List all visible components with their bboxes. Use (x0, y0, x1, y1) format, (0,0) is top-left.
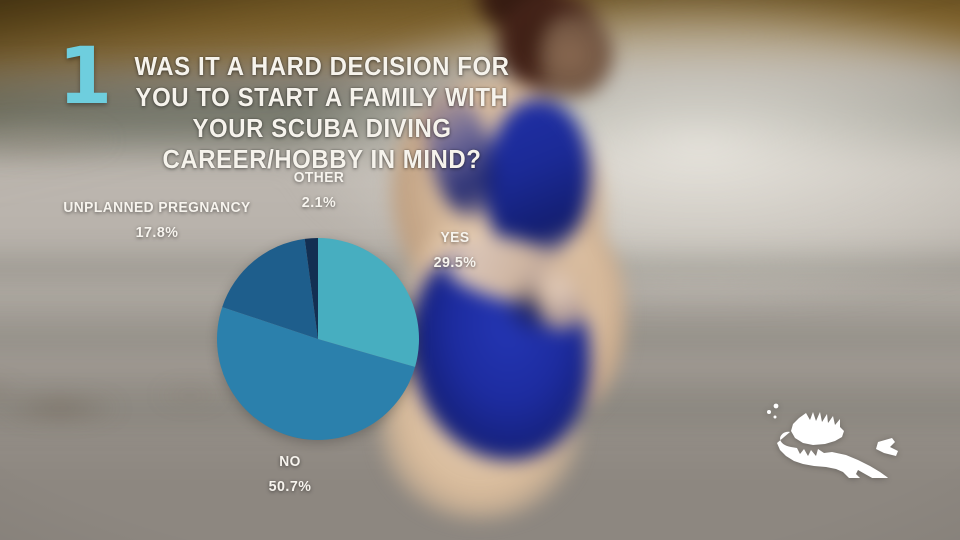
scuba-diver-silhouette (767, 403, 898, 478)
pie-slice-no (216, 307, 416, 441)
pie-slice-other (304, 238, 318, 339)
woman-face (540, 12, 614, 98)
pie-chart (216, 238, 419, 441)
pie-chart-shadow (217, 238, 419, 440)
scuba-diver-icon (760, 398, 900, 478)
question-number: 1 (58, 32, 112, 122)
pie-slice-name-yes: YES (440, 230, 470, 246)
pie-slice-label-unplanned-pregnancy: UNPLANNED PREGNANCY 17.8% (48, 198, 267, 243)
pie-slice-name-unplanned-pregnancy: UNPLANNED PREGNANCY (63, 200, 251, 216)
pie-slice-value-no: 50.7% (268, 477, 312, 495)
pie-slice-label-yes: YES 29.5% (393, 228, 517, 273)
pie-slice-label-other: OTHER 2.1% (257, 168, 381, 213)
pie-slice-value-other: 2.1% (301, 193, 337, 211)
pie-slice-name-no: NO (279, 454, 301, 470)
pie-slice-value-yes: 29.5% (433, 253, 477, 271)
pie-slice-label-no: NO 50.7% (233, 452, 347, 497)
pie-slice-unplanned-pregnancy (222, 238, 318, 339)
page-title: WAS IT A HARD DECISION FOR YOU TO START … (134, 53, 510, 174)
pie-slice-name-other: OTHER (293, 170, 345, 186)
pie-slice-yes (318, 238, 419, 367)
pie-slice-value-unplanned-pregnancy: 17.8% (135, 223, 179, 241)
pie-chart-svg (216, 238, 419, 441)
